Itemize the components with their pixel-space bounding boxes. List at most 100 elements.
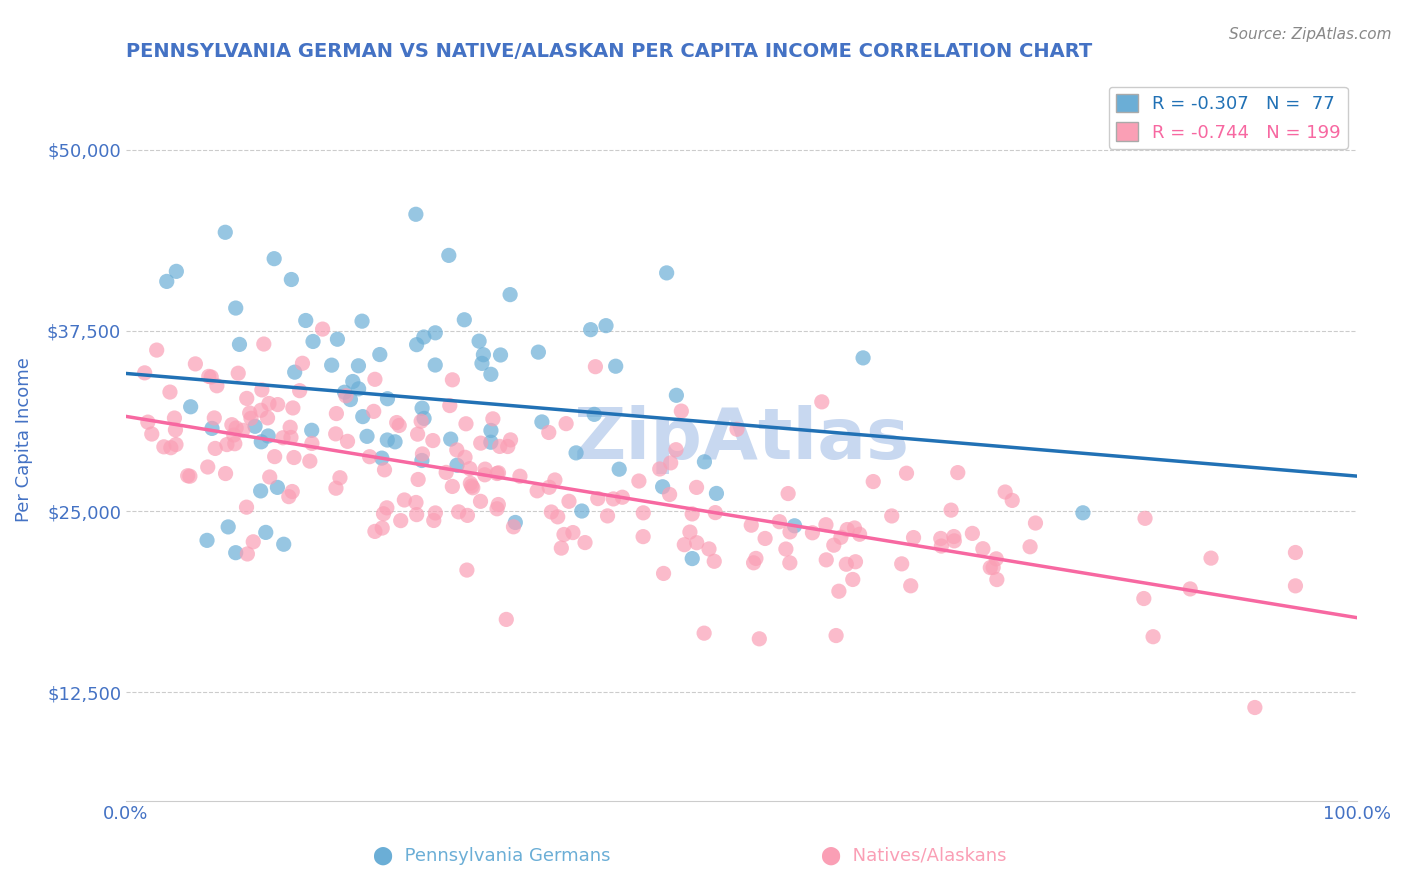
Natives/Alaskans (405, 508, 427, 522)
Natives/Alaskans (239, 406, 262, 420)
Natives/Alaskans (298, 454, 321, 468)
Pennsylvania Germans (479, 424, 502, 438)
Natives/Alaskans (197, 369, 219, 384)
Natives/Alaskans (385, 416, 408, 430)
Natives/Alaskans (325, 481, 347, 495)
Pennsylvania Germans (425, 358, 447, 372)
Natives/Alaskans (685, 480, 707, 494)
Natives/Alaskans (1024, 516, 1046, 530)
Pennsylvania Germans (425, 326, 447, 340)
Natives/Alaskans (406, 427, 429, 442)
Natives/Alaskans (815, 553, 838, 567)
Pennsylvania Germans (530, 415, 553, 429)
Natives/Alaskans (550, 541, 572, 555)
Natives/Alaskans (215, 437, 238, 451)
Pennsylvania Germans (405, 207, 427, 221)
Natives/Alaskans (810, 395, 832, 409)
Pennsylvania Germans (377, 392, 399, 406)
Natives/Alaskans (844, 521, 866, 535)
Natives/Alaskans (256, 410, 278, 425)
Natives/Alaskans (583, 359, 606, 374)
Natives/Alaskans (896, 467, 918, 481)
Natives/Alaskans (359, 450, 381, 464)
Natives/Alaskans (301, 436, 323, 450)
Pennsylvania Germans (225, 546, 247, 560)
Natives/Alaskans (502, 520, 524, 534)
Natives/Alaskans (900, 579, 922, 593)
Natives/Alaskans (673, 538, 696, 552)
Natives/Alaskans (179, 469, 201, 483)
Pennsylvania Germans (706, 486, 728, 500)
Natives/Alaskans (311, 322, 333, 336)
Natives/Alaskans (703, 554, 725, 568)
Natives/Alaskans (250, 383, 273, 397)
Natives/Alaskans (271, 431, 294, 445)
Natives/Alaskans (488, 439, 510, 453)
Natives/Alaskans (474, 462, 496, 476)
Natives/Alaskans (538, 480, 561, 494)
Natives/Alaskans (221, 417, 243, 432)
Natives/Alaskans (184, 357, 207, 371)
Natives/Alaskans (544, 473, 567, 487)
Natives/Alaskans (405, 495, 427, 509)
Pennsylvania Germans (254, 525, 277, 540)
Natives/Alaskans (202, 411, 225, 425)
Pennsylvania Germans (384, 434, 406, 449)
Pennsylvania Germans (228, 337, 250, 351)
Pennsylvania Germans (446, 458, 468, 473)
Natives/Alaskans (277, 490, 299, 504)
Pennsylvania Germans (225, 301, 247, 315)
Natives/Alaskans (423, 513, 446, 527)
Natives/Alaskans (586, 491, 609, 506)
Natives/Alaskans (288, 384, 311, 398)
Natives/Alaskans (1133, 591, 1156, 606)
Pennsylvania Germans (453, 312, 475, 326)
Natives/Alaskans (214, 467, 236, 481)
Text: ⬤  Pennsylvania Germans: ⬤ Pennsylvania Germans (374, 847, 610, 865)
Natives/Alaskans (136, 415, 159, 429)
Pennsylvania Germans (852, 351, 875, 365)
Natives/Alaskans (509, 469, 531, 483)
Text: ZipAtlas: ZipAtlas (574, 405, 910, 474)
Natives/Alaskans (204, 442, 226, 456)
Natives/Alaskans (742, 556, 765, 570)
Pennsylvania Germans (347, 382, 370, 396)
Natives/Alaskans (291, 356, 314, 370)
Natives/Alaskans (422, 434, 444, 448)
Pennsylvania Germans (607, 462, 630, 476)
Pennsylvania Germans (413, 411, 436, 425)
Natives/Alaskans (994, 485, 1017, 500)
Text: Source: ZipAtlas.com: Source: ZipAtlas.com (1229, 27, 1392, 42)
Natives/Alaskans (768, 515, 790, 529)
Natives/Alaskans (485, 467, 508, 481)
Natives/Alaskans (176, 468, 198, 483)
Natives/Alaskans (488, 466, 510, 480)
Natives/Alaskans (486, 501, 509, 516)
Natives/Alaskans (236, 547, 259, 561)
Natives/Alaskans (253, 337, 276, 351)
Natives/Alaskans (814, 517, 837, 532)
Pennsylvania Germans (301, 423, 323, 437)
Natives/Alaskans (200, 370, 222, 384)
Natives/Alaskans (537, 425, 560, 440)
Natives/Alaskans (633, 506, 655, 520)
Text: ⬤  Natives/Alaskans: ⬤ Natives/Alaskans (821, 847, 1007, 865)
Natives/Alaskans (222, 428, 245, 442)
Natives/Alaskans (235, 500, 257, 515)
Natives/Alaskans (388, 418, 411, 433)
Natives/Alaskans (263, 450, 285, 464)
Natives/Alaskans (165, 423, 187, 437)
Natives/Alaskans (486, 498, 509, 512)
Natives/Alaskans (558, 494, 581, 508)
Natives/Alaskans (325, 407, 347, 421)
Pennsylvania Germans (342, 375, 364, 389)
Natives/Alaskans (242, 534, 264, 549)
Pennsylvania Germans (583, 408, 606, 422)
Pennsylvania Germans (165, 264, 187, 278)
Natives/Alaskans (596, 508, 619, 523)
Natives/Alaskans (823, 538, 845, 552)
Pennsylvania Germans (266, 480, 288, 494)
Natives/Alaskans (259, 470, 281, 484)
Pennsylvania Germans (693, 455, 716, 469)
Pennsylvania Germans (783, 518, 806, 533)
